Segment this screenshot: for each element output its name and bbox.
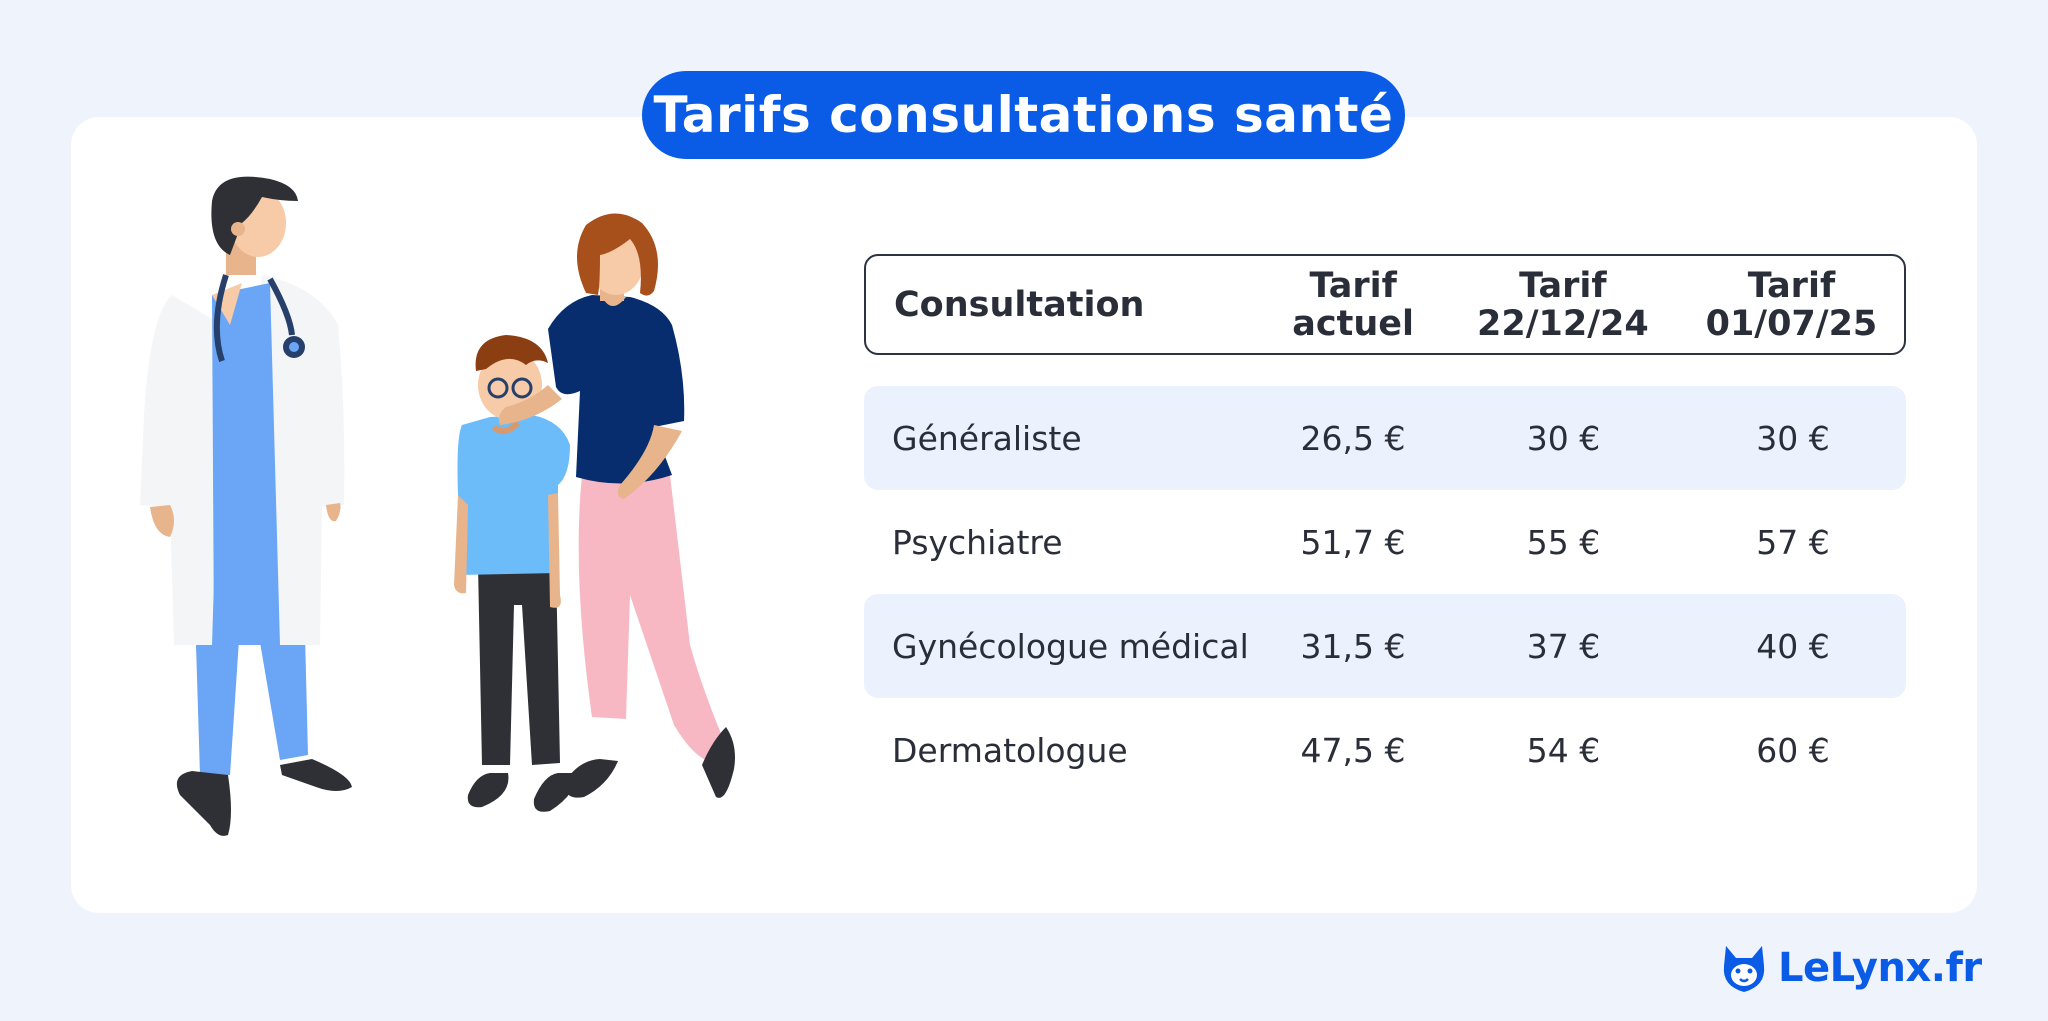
- mother-illustration: [498, 213, 735, 798]
- doctor-illustration: [140, 176, 352, 836]
- table-header: Consultation Tarif actuel Tarif 22/12/24…: [864, 254, 1906, 355]
- lelynx-logo: LeLynx.fr: [1718, 940, 1982, 996]
- cell-tarif-actuel: 51,7 €: [1300, 522, 1406, 562]
- header-tarif-01-07-25: Tarif 01/07/25: [1705, 265, 1878, 344]
- cell-tarif-actuel: 26,5 €: [1300, 418, 1406, 458]
- header-tarif-22-12-24: Tarif 22/12/24: [1477, 265, 1649, 344]
- lynx-head-icon: [1723, 946, 1765, 992]
- cell-tarif-01-07-25: 40 €: [1756, 626, 1830, 666]
- cell-consultation: Psychiatre: [892, 522, 1063, 562]
- cell-tarif-22-12-24: 30 €: [1526, 418, 1601, 458]
- cell-tarif-01-07-25: 57 €: [1756, 522, 1830, 562]
- cell-tarif-22-12-24: 55 €: [1526, 522, 1601, 562]
- table-row: Psychiatre 51,7 € 55 € 57 €: [864, 490, 1906, 594]
- cell-tarif-actuel: 47,5 €: [1300, 730, 1406, 770]
- page-title: Tarifs consultations santé: [642, 71, 1405, 159]
- tariffs-table: Consultation Tarif actuel Tarif 22/12/24…: [864, 254, 1906, 802]
- content-card: [71, 117, 1977, 913]
- cell-tarif-actuel: 31,5 €: [1300, 626, 1406, 666]
- cell-tarif-22-12-24: 54 €: [1526, 730, 1601, 770]
- cell-consultation: Dermatologue: [892, 730, 1128, 770]
- cell-consultation: Généraliste: [892, 418, 1082, 458]
- people-illustration: [140, 176, 735, 836]
- table-row: Gynécologue médical 31,5 € 37 € 40 €: [864, 594, 1906, 698]
- cell-tarif-01-07-25: 60 €: [1756, 730, 1830, 770]
- header-tarif-actuel: Tarif actuel: [1292, 265, 1415, 344]
- table-row: Généraliste 26,5 € 30 € 30 €: [864, 386, 1906, 490]
- child-illustration: [454, 335, 577, 812]
- cell-consultation: Gynécologue médical: [892, 626, 1249, 666]
- table-row: Dermatologue 47,5 € 54 € 60 €: [864, 698, 1906, 802]
- logo-text: LeLynx.fr: [1778, 945, 1982, 991]
- cell-tarif-01-07-25: 30 €: [1756, 418, 1830, 458]
- cell-tarif-22-12-24: 37 €: [1526, 626, 1601, 666]
- header-consultation: Consultation: [894, 284, 1145, 325]
